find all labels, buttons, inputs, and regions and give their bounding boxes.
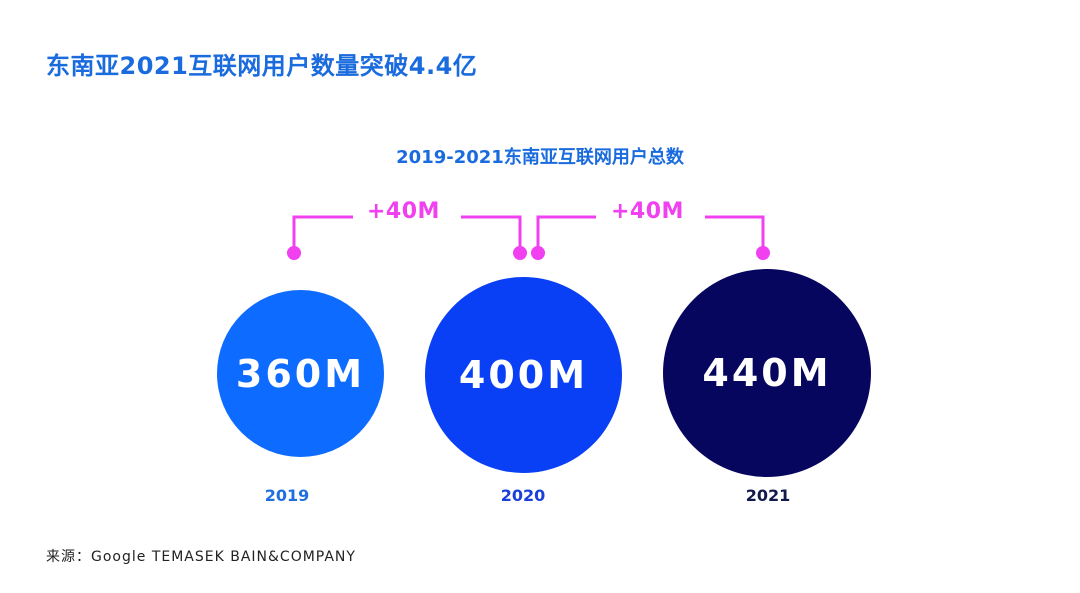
bubble-2019: 360M [217, 290, 384, 457]
bubble-value: 400M [458, 353, 589, 397]
dot-icon [756, 246, 770, 260]
bubble-value: 440M [702, 351, 832, 395]
dot-icon [513, 246, 527, 260]
delta-label-2020-2021: +40M [611, 199, 684, 224]
chart-title: 2019-2021东南亚互联网用户总数 [396, 147, 684, 168]
bubble-2021: 440M [663, 269, 871, 477]
year-label-2021: 2021 [745, 486, 791, 505]
connector-dots [287, 246, 770, 260]
delta-label-2019-2020: +40M [367, 199, 440, 224]
page-title: 东南亚2021互联网用户数量突破4.4亿 [46, 52, 478, 80]
bubble-2020: 400M [425, 277, 622, 473]
year-label-2020: 2020 [500, 486, 546, 505]
year-label-2019: 2019 [264, 486, 310, 505]
bubble-value: 360M [235, 351, 366, 396]
dot-icon [287, 246, 301, 260]
delta-bracket-2019-2020 [292, 215, 522, 253]
delta-bracket-2020-2021 [536, 215, 765, 253]
source-note: 来源：Google TEMASEK BAIN&COMPANY [46, 549, 356, 565]
dot-icon [531, 246, 545, 260]
